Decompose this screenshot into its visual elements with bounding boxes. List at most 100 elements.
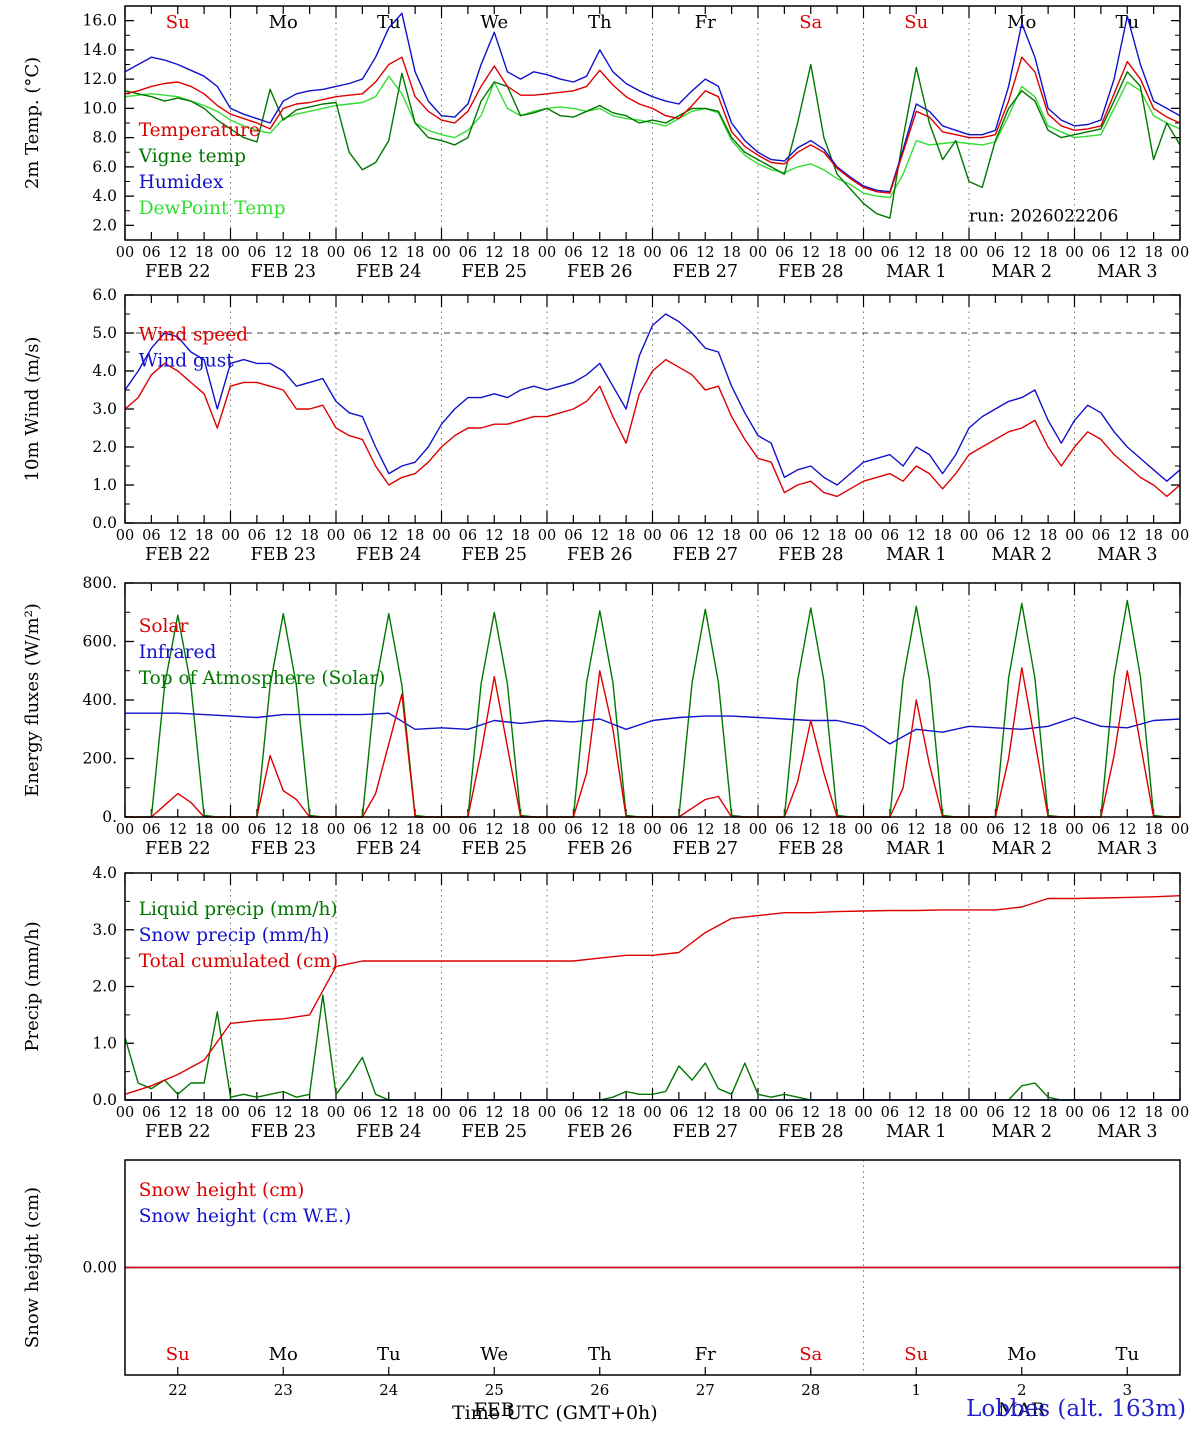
weekday-label: Su <box>166 12 190 33</box>
hour-tick-label: 18 <box>1144 822 1162 838</box>
hour-tick-label: 18 <box>828 245 846 261</box>
y-tick-label: 14.0 <box>82 41 117 59</box>
hour-tick-label: 00 <box>538 822 556 838</box>
date-label: MAR 3 <box>1097 262 1157 282</box>
month-label: FEB <box>474 1399 515 1421</box>
run-label: run: 2026022206 <box>969 206 1118 226</box>
legend-temperature: Vigne temp <box>138 146 246 167</box>
legend-energy: Top of Atmosphere (Solar) <box>139 668 386 689</box>
y-tick-label: 6.0 <box>92 158 117 176</box>
weekday-label: Su <box>904 1344 928 1365</box>
y-axis-title: 10m Wind (m/s) <box>22 337 43 482</box>
date-label: FEB 26 <box>567 1122 633 1142</box>
date-label: FEB 22 <box>145 262 211 282</box>
y-tick-label: 10.0 <box>82 99 117 117</box>
hour-tick-label: 06 <box>986 822 1004 838</box>
hour-tick-label: 18 <box>1039 822 1057 838</box>
weekday-label: Mo <box>1007 1344 1036 1365</box>
hour-tick-label: 18 <box>722 1105 740 1121</box>
date-number-label: 3 <box>1122 1381 1132 1399</box>
hour-tick-label: 18 <box>722 245 740 261</box>
panel-frame <box>124 5 1181 241</box>
date-label: FEB 24 <box>356 545 422 565</box>
y-tick-label: 0.00 <box>82 1259 117 1277</box>
hour-tick-label: 06 <box>248 822 266 838</box>
date-label: MAR 2 <box>992 262 1052 282</box>
date-label: MAR 2 <box>992 839 1052 859</box>
hour-tick-label: 00 <box>221 245 239 261</box>
hour-tick-label: 00 <box>749 245 767 261</box>
weekday-label: Mo <box>269 1344 298 1365</box>
hour-tick-label: 12 <box>591 245 609 261</box>
series-temperature <box>124 63 1181 219</box>
y-tick-label: 4.0 <box>92 362 117 380</box>
date-label: FEB 26 <box>567 262 633 282</box>
hour-tick-label: 00 <box>854 1105 872 1121</box>
date-label: FEB 23 <box>250 262 316 282</box>
hour-tick-label: 12 <box>274 528 292 544</box>
y-tick-label: 0.0 <box>92 1091 117 1109</box>
date-label: FEB 26 <box>567 839 633 859</box>
date-number-label: 1 <box>911 1381 921 1399</box>
hour-tick-label: 12 <box>1013 822 1031 838</box>
y-tick-label: 4.0 <box>92 864 117 882</box>
y-axis-title: Snow height (cm) <box>22 1187 43 1348</box>
hour-tick-label: 18 <box>933 245 951 261</box>
hour-tick-label: 00 <box>1171 822 1189 838</box>
weekday-label: Fr <box>695 1344 716 1365</box>
hour-tick-label: 00 <box>432 528 450 544</box>
weekday-label: We <box>480 12 508 33</box>
hour-tick-label: 00 <box>116 1105 134 1121</box>
hour-tick-label: 06 <box>564 822 582 838</box>
hour-tick-label: 18 <box>933 1105 951 1121</box>
weekday-label: Fr <box>695 12 716 33</box>
hour-tick-label: 12 <box>696 245 714 261</box>
model-credit: MARv3.14 model forced by GFS (c) Lab. of… <box>4 1398 352 1440</box>
hour-tick-label: 06 <box>1092 822 1110 838</box>
hour-tick-label: 12 <box>380 822 398 838</box>
y-axis-title: 2m Temp. (°C) <box>22 57 43 189</box>
hour-tick-label: 12 <box>591 822 609 838</box>
hour-tick-label: 06 <box>459 528 477 544</box>
legend-precip: Total cumulated (cm) <box>139 951 338 972</box>
x-axis-title: Time UTC (GMT+0h) <box>452 1402 658 1424</box>
hour-tick-label: 06 <box>881 1105 899 1121</box>
hour-tick-label: 06 <box>986 1105 1004 1121</box>
date-label: FEB 27 <box>672 839 738 859</box>
month-label: MAR <box>998 1399 1046 1421</box>
hour-tick-label: 18 <box>617 1105 635 1121</box>
hour-tick-label: 12 <box>274 1105 292 1121</box>
weekday-label: Mo <box>269 12 298 33</box>
hour-tick-label: 06 <box>1092 528 1110 544</box>
hour-tick-label: 18 <box>828 1105 846 1121</box>
hour-tick-label: 00 <box>960 245 978 261</box>
series-temperature <box>124 75 1181 199</box>
hour-tick-label: 00 <box>643 245 661 261</box>
hour-tick-label: 12 <box>169 822 187 838</box>
hour-tick-label: 00 <box>116 822 134 838</box>
hour-tick-label: 12 <box>696 528 714 544</box>
hour-tick-label: 00 <box>1171 1105 1189 1121</box>
hour-tick-label: 06 <box>986 528 1004 544</box>
hour-tick-label: 00 <box>854 245 872 261</box>
hour-tick-label: 18 <box>1039 1105 1057 1121</box>
hour-tick-label: 06 <box>459 822 477 838</box>
date-label: FEB 26 <box>567 545 633 565</box>
y-axis-title: Precip (mm/h) <box>22 921 43 1051</box>
weekday-label: Su <box>904 12 928 33</box>
hour-tick-label: 06 <box>353 245 371 261</box>
date-label: FEB 22 <box>145 839 211 859</box>
hour-tick-label: 00 <box>643 822 661 838</box>
hour-tick-label: 00 <box>960 1105 978 1121</box>
hour-tick-label: 12 <box>1118 245 1136 261</box>
date-label: FEB 22 <box>145 1122 211 1142</box>
hour-tick-label: 12 <box>169 528 187 544</box>
series-wind <box>124 313 1181 486</box>
hour-tick-label: 18 <box>195 245 213 261</box>
hour-tick-label: 18 <box>300 822 318 838</box>
hour-tick-label: 00 <box>1065 245 1083 261</box>
hour-tick-label: 00 <box>432 1105 450 1121</box>
model-credit-line1: MARv3.14 model forced by GFS <box>4 1438 352 1440</box>
hour-tick-label: 00 <box>327 1105 345 1121</box>
